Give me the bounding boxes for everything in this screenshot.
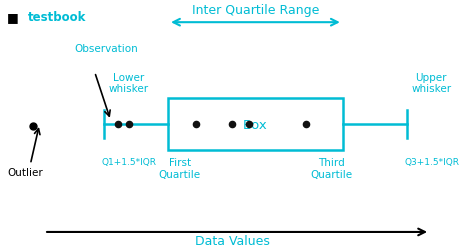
Text: Outlier: Outlier (8, 167, 43, 177)
Text: ■: ■ (8, 11, 19, 24)
Text: Data Values: Data Values (195, 234, 270, 247)
Point (114, 122, 121, 127)
Text: Inter Quartile Range: Inter Quartile Range (192, 4, 319, 17)
Text: Third
Quartile: Third Quartile (310, 158, 352, 179)
Text: Box: Box (243, 118, 268, 131)
Bar (168, 99, 343, 151)
Text: Upper
whisker: Upper whisker (411, 72, 451, 94)
Text: testbook: testbook (28, 11, 86, 24)
Point (29, 125, 36, 129)
Point (245, 122, 252, 127)
Point (125, 122, 133, 127)
Point (192, 122, 200, 127)
Point (228, 122, 236, 127)
Text: Q1+1.5*IQR: Q1+1.5*IQR (101, 158, 156, 167)
Point (302, 122, 310, 127)
Text: Observation: Observation (74, 44, 138, 54)
Text: Lower
whisker: Lower whisker (109, 72, 149, 94)
Text: Q3+1.5*IQR: Q3+1.5*IQR (405, 158, 460, 167)
Text: First
Quartile: First Quartile (159, 158, 201, 179)
